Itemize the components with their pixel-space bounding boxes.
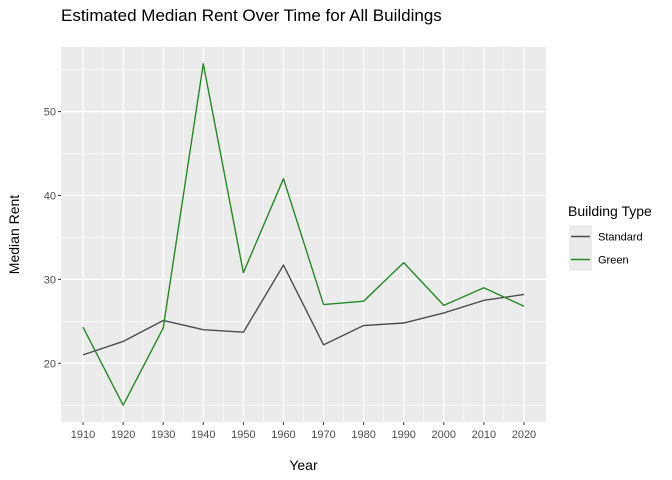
y-tick-label: 30 <box>44 274 56 286</box>
y-axis-title: Median Rent <box>6 195 22 274</box>
legend-title: Building Type <box>568 203 652 219</box>
x-axis-title: Year <box>289 457 318 473</box>
x-tick-label: 2010 <box>472 429 496 441</box>
x-tick-label: 1940 <box>191 429 215 441</box>
minor-gridlines <box>61 47 546 422</box>
series-lines <box>82 63 525 406</box>
series-line-green <box>82 63 525 406</box>
series-line-standard <box>82 264 525 356</box>
x-tick-label: 2020 <box>512 429 536 441</box>
x-tick-label: 1980 <box>351 429 375 441</box>
x-tick-label: 1910 <box>71 429 95 441</box>
x-tick-label: 1990 <box>391 429 415 441</box>
y-tick-label: 40 <box>44 190 56 202</box>
x-tick-label: 1960 <box>271 429 295 441</box>
x-tick-label: 1970 <box>311 429 335 441</box>
x-axis-ticks: 1910 1920 1930 1940 1950 1960 1970 1980 1990 2000… <box>71 422 536 441</box>
y-tick-label: 50 <box>44 107 56 119</box>
x-tick-label: 2000 <box>432 429 456 441</box>
legend: Building Type Standard Green <box>568 203 652 271</box>
x-tick-label: 1920 <box>111 429 135 441</box>
legend-label-green: Green <box>598 255 629 267</box>
chart-title: Estimated Median Rent Over Time for All … <box>61 6 442 25</box>
x-tick-label: 1930 <box>151 429 175 441</box>
legend-label-standard: Standard <box>598 232 643 244</box>
y-tick-label: 20 <box>44 358 56 370</box>
y-axis-ticks: 20 30 40 50 <box>44 107 61 370</box>
x-tick-label: 1950 <box>231 429 255 441</box>
major-gridlines <box>61 47 546 422</box>
